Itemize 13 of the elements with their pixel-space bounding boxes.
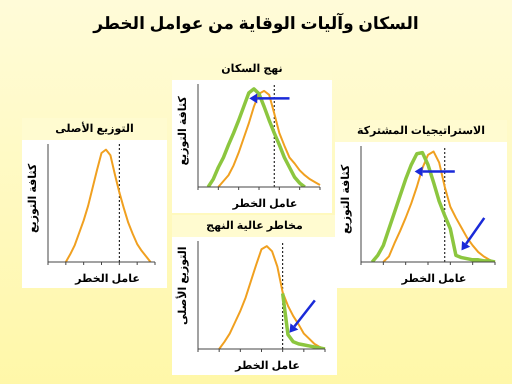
x-axis-title: عامل الخطر — [231, 197, 298, 210]
x-axis-title: عامل الخطر — [400, 272, 468, 285]
chart-title: الاستراتيجيات المشتركة — [335, 120, 507, 142]
y-axis-title: كثافة التوزيع — [176, 96, 189, 166]
chart-title: نهج السكان — [172, 58, 332, 80]
y-axis-title: كثافة التوزيع — [26, 163, 39, 233]
x-axis-title: عامل الخطر — [234, 359, 301, 372]
chart-title: مخاطر عالية النهج — [172, 215, 337, 237]
y-axis-title: كثافة التوزيع — [340, 164, 352, 234]
y-axis-title: التوزيع الأصلى — [174, 246, 189, 325]
chart-title: التوزيع الأصلى — [22, 118, 167, 140]
x-axis-title: عامل الخطر — [74, 272, 141, 285]
text: السكان وآليات الوقاية من عوامل الخطر — [92, 14, 420, 34]
